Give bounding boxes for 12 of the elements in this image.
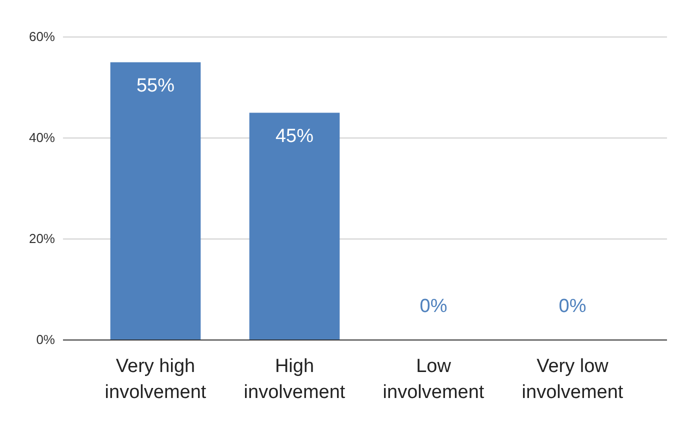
y-tick-label: 20% bbox=[28, 231, 56, 246]
x-tick-label: Very high involvement bbox=[104, 356, 207, 403]
data-label: 55% bbox=[136, 75, 175, 96]
x-tick-label: High involvement bbox=[244, 356, 346, 403]
data-label: 45% bbox=[275, 126, 314, 147]
y-tick-label: 40% bbox=[28, 130, 56, 146]
x-tick-label: Very low involvement bbox=[522, 356, 624, 403]
data-label: 0% bbox=[558, 296, 586, 317]
x-tick-label: Low involvement bbox=[382, 356, 485, 403]
y-tick-label: 0% bbox=[36, 332, 56, 348]
data-label: 0% bbox=[420, 296, 448, 317]
y-tick-label: 60% bbox=[28, 29, 56, 44]
